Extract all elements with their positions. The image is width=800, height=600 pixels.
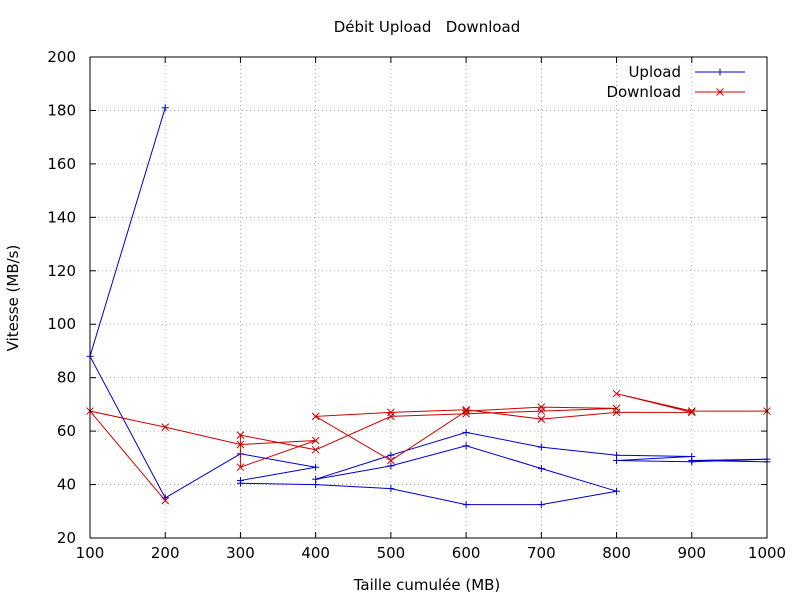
grid-lines: [90, 57, 767, 538]
plot-frame: [89, 56, 768, 539]
download-point: [311, 445, 320, 454]
legend-marker-upload: [716, 68, 724, 76]
download-point: [612, 389, 621, 398]
upload-point: [688, 457, 696, 465]
download-point: [236, 431, 245, 439]
x-tick-label: 500: [377, 544, 406, 562]
download-point: [687, 407, 696, 415]
upload-point: [462, 428, 470, 436]
y-tick-label: 180: [47, 101, 76, 119]
download-point: [387, 456, 395, 465]
download-point: [687, 408, 696, 417]
y-tick-label: 60: [57, 422, 76, 440]
y-tick-label: 200: [47, 48, 76, 66]
download-series: [86, 389, 771, 505]
x-tick-label: 900: [677, 544, 706, 562]
upload-point: [312, 463, 320, 471]
x-tick-label: 800: [602, 544, 631, 562]
y-tick-label: 40: [57, 476, 76, 494]
upload-series: [86, 104, 771, 509]
upload-point: [387, 451, 395, 459]
axis-ticks: 100 200 300 400 500 600 700 800 900 1000 20 40 60 80 1…: [47, 48, 786, 562]
upload-point: [462, 501, 470, 509]
download-point: [537, 415, 546, 423]
upload-point: [537, 465, 545, 473]
download-point: [537, 403, 546, 411]
upload-point: [537, 501, 545, 509]
download-point: [462, 405, 470, 414]
upload-point: [613, 487, 621, 495]
upload-line: [89, 107, 768, 506]
x-axis-label: Taille cumulée (MB): [353, 576, 501, 594]
download-point: [612, 408, 621, 417]
download-point: [236, 440, 245, 449]
x-tick-label: 200: [151, 544, 180, 562]
upload-point: [613, 457, 621, 465]
y-tick-label: 80: [57, 369, 76, 387]
legend-label-upload: Upload: [628, 63, 681, 81]
download-point: [311, 412, 320, 421]
download-point: [311, 436, 320, 445]
x-tick-label: 700: [527, 544, 556, 562]
upload-point: [236, 479, 244, 487]
x-tick-label: 600: [452, 544, 481, 562]
legend-label-download: Download: [606, 83, 681, 101]
x-tick-label: 100: [76, 544, 105, 562]
x-tick-label: 1000: [748, 544, 786, 562]
upload-point: [537, 443, 545, 451]
y-tick-label: 120: [47, 262, 76, 280]
upload-point: [462, 442, 470, 450]
y-tick-label: 100: [47, 315, 76, 333]
download-point: [462, 407, 470, 415]
y-tick-label: 160: [47, 155, 76, 173]
upload-point: [387, 485, 395, 493]
y-tick-label: 20: [57, 529, 76, 547]
chart-title: Débit Upload Download: [334, 18, 521, 36]
x-tick-label: 300: [226, 544, 255, 562]
legend-marker-download: [716, 88, 724, 96]
y-tick-label: 140: [47, 208, 76, 226]
x-tick-label: 400: [301, 544, 330, 562]
download-point: [161, 423, 170, 431]
upload-point: [312, 475, 320, 483]
download-line: [88, 393, 767, 501]
upload-point: [161, 104, 169, 112]
upload-point: [387, 462, 395, 470]
download-point: [387, 408, 395, 417]
y-axis-label: Vitesse (MB/s): [4, 245, 22, 352]
download-point: [161, 496, 170, 505]
series-layer: [86, 104, 771, 509]
download-point: [236, 463, 245, 472]
legend: Upload Download: [606, 63, 745, 101]
